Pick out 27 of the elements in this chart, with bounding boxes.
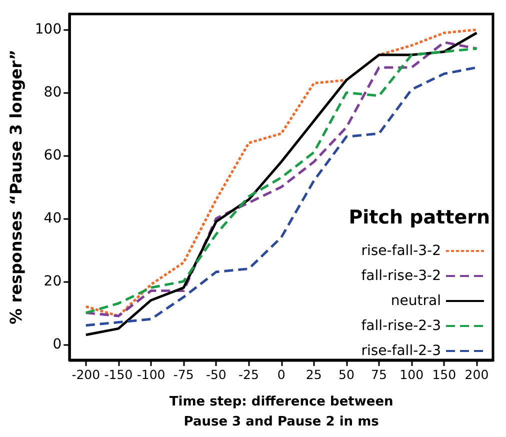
x-tick-label: 150 (432, 367, 456, 382)
x-tick-label: 200 (464, 367, 489, 382)
y-tick-label: 60 (44, 148, 62, 164)
legend-label: rise-fall-3-2 (361, 243, 441, 259)
y-tick-label: 20 (44, 273, 62, 290)
x-tick-label: -200 (72, 367, 100, 382)
x-tick-label: -75 (173, 367, 194, 382)
x-tick-label: -100 (136, 367, 166, 382)
legend-label: rise-fall-2-3 (361, 343, 441, 359)
x-tick-label: 50 (338, 367, 354, 382)
legend-label: neutral (390, 293, 441, 309)
y-tick-label: 40 (44, 210, 62, 226)
y-tick-label: 80 (44, 84, 62, 101)
x-tick-label: -150 (104, 367, 133, 382)
legend-label: fall-rise-3-2 (361, 268, 441, 284)
y-tick-label: 0 (52, 336, 62, 352)
x-tick-label: 25 (306, 367, 322, 382)
y-axis-title: % responses “Pause 3 longer” (6, 50, 26, 324)
legend-title: Pitch pattern (348, 206, 490, 228)
x-tick-label: -50 (206, 367, 226, 382)
legend-label: fall-rise-2-3 (361, 318, 441, 334)
y-tick-label: 100 (34, 22, 62, 38)
x-tick-label: 100 (400, 367, 424, 382)
x-axis-title: Time step: difference between Pause 3 and Pause 2 in ms (169, 394, 394, 430)
x-tick-label: 0 (277, 367, 286, 382)
x-tick-label: -25 (238, 367, 259, 382)
x-tick-label: 75 (371, 367, 387, 382)
